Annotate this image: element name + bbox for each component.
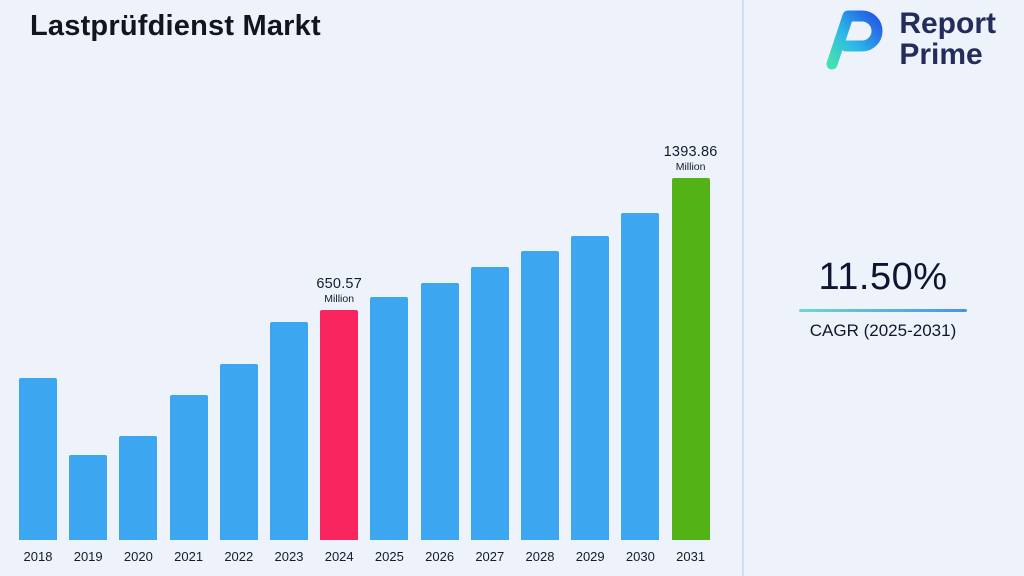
annotation-2031: 1393.86 Million — [631, 144, 751, 173]
year-label-2030: 2030 — [625, 549, 655, 564]
report-prime-logo-icon — [826, 10, 883, 70]
bar-2029 — [571, 236, 610, 540]
year-label-2022: 2022 — [224, 549, 254, 564]
year-label-2020: 2020 — [123, 549, 153, 564]
bar-2019 — [69, 455, 108, 540]
cagr-label: CAGR (2025-2031) — [809, 321, 957, 340]
annotation-value-2024: 650.57 — [316, 276, 362, 292]
report-prime-logo: Report Prime — [815, 8, 996, 70]
bar-2018 — [19, 378, 57, 540]
year-label-2025: 2025 — [374, 549, 404, 564]
logo-text-line1: Report — [899, 7, 996, 40]
year-label-2026: 2026 — [425, 549, 455, 564]
bar-2027 — [470, 267, 509, 540]
bar-2024 — [320, 310, 359, 540]
bar-2030 — [621, 213, 660, 540]
bar-2028 — [521, 251, 559, 540]
year-label-2023: 2023 — [274, 549, 304, 564]
year-label-2031: 2031 — [676, 549, 706, 564]
annotation-value-2031: 1393.86 — [663, 144, 718, 160]
bar-chart: 2018 2019 2020 2021 2022 2023 2024 2025 2026 2027… — [19, 144, 717, 564]
vertical-divider — [742, 0, 744, 576]
year-label-2027: 2027 — [475, 549, 505, 564]
year-label-2019: 2019 — [73, 549, 103, 564]
annotation-unit-2024: Million — [324, 293, 355, 305]
bar-2022 — [219, 364, 258, 540]
year-label-2021: 2021 — [174, 549, 204, 564]
cagr-block: 11.50% CAGR (2025-2031) — [760, 256, 1006, 341]
annotation-2024: 650.57 Million — [279, 276, 399, 305]
bar-2021 — [169, 395, 208, 540]
bar-2025 — [370, 297, 409, 540]
bar-2026 — [420, 283, 459, 540]
year-label-2028: 2028 — [525, 549, 555, 564]
cagr-value: 11.50% — [818, 256, 948, 298]
year-label-2018: 2018 — [23, 549, 53, 564]
year-label-2029: 2029 — [575, 549, 605, 564]
logo-text-line2: Prime — [899, 38, 983, 72]
bar-2023 — [270, 322, 308, 540]
cagr-underline — [799, 309, 967, 312]
bar-2020 — [119, 436, 158, 540]
bar-2031 — [671, 178, 710, 540]
year-label-2024: 2024 — [324, 549, 354, 564]
page-title: Lastprüfdienst Markt — [30, 10, 321, 42]
annotation-unit-2031: Million — [675, 161, 706, 173]
